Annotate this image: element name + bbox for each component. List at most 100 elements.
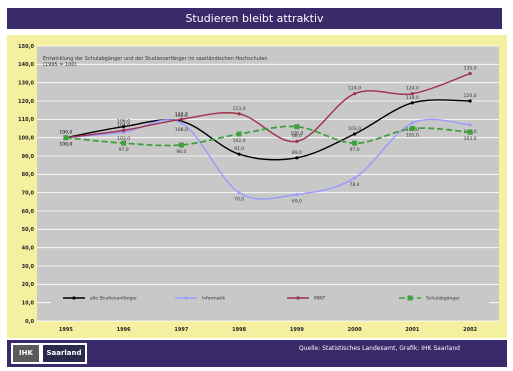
data-label: 119,0 [406, 95, 419, 101]
data-point [353, 132, 357, 136]
data-label: 69,0 [292, 199, 302, 205]
data-point [237, 191, 241, 195]
chart-panel: 0,0 10,0 20,0 30,0 40,0 50,0 60,0 70,0 80,0 90,0 1… [7, 35, 507, 338]
data-label: 97,0 [350, 147, 360, 153]
x-tick-label: 2002 [463, 327, 477, 333]
data-point [295, 139, 299, 143]
y-tick-label: 20,0 [22, 282, 35, 288]
x-tick-label: 1999 [290, 327, 304, 333]
legend-label: MINT [314, 296, 326, 302]
data-label: 103,0 [348, 126, 361, 132]
data-label: 100,0 [59, 130, 72, 136]
data-label: 108,0 [175, 113, 188, 119]
data-label: 100,0 [59, 142, 72, 148]
y-tick-label: 100,0 [18, 135, 34, 141]
data-label: 105,0 [406, 133, 419, 139]
logo-mark: IHK [13, 345, 39, 362]
data-label: 98,0 [292, 133, 302, 139]
source-note: Quelle: Statistisches Landesamt, Grafik:… [299, 345, 460, 352]
data-label: 103,0 [464, 136, 477, 142]
x-tick-label: 1997 [174, 327, 188, 333]
series-line [65, 118, 471, 200]
data-point [237, 152, 241, 156]
y-axis-ticks: 0,0 10,0 20,0 30,0 40,0 50,0 60,0 70,0 80,0 90,0 1… [18, 44, 34, 325]
data-label: 124,0 [348, 86, 361, 92]
data-point [353, 92, 357, 96]
data-label: 106,0 [117, 119, 130, 125]
slide-title: Studieren bleibt attraktiv [7, 8, 502, 29]
series-mint: 100,0 104,0 110,0 113,0 98,0 124,0 124,0 135,0 [59, 66, 477, 143]
chart-note: Entwicklung der Schulabgänger und der St… [43, 56, 267, 62]
y-tick-label: 10,0 [22, 300, 35, 306]
y-tick-label: 90,0 [22, 154, 35, 160]
x-tick-label: 2000 [348, 327, 362, 333]
y-tick-label: 70,0 [22, 190, 35, 196]
series-schulabgaenger: 100,0 97,0 96,0 102,0 106,0 97,0 105,0 103,0 [59, 124, 477, 155]
data-point [410, 92, 414, 96]
data-point [179, 121, 183, 125]
line-chart: 0,0 10,0 20,0 30,0 40,0 50,0 60,0 70,0 80,0 90,0 1… [18, 44, 499, 333]
legend-label: Schulabgänger [426, 296, 460, 302]
y-tick-label: 0,0 [25, 319, 34, 325]
legend-marker [407, 295, 413, 301]
data-point [409, 126, 415, 131]
footer-bar: IHK Saarland Quelle: Statistisches Lande… [7, 340, 507, 367]
y-tick-label: 140,0 [18, 62, 34, 68]
y-tick-label: 150,0 [18, 44, 34, 50]
data-point [237, 112, 241, 116]
data-label: 102,0 [233, 138, 246, 144]
data-point [178, 142, 184, 148]
data-point [122, 125, 126, 129]
y-tick-label: 130,0 [18, 80, 34, 86]
data-point [468, 99, 472, 103]
data-label: 120,0 [464, 93, 477, 99]
data-point [295, 156, 299, 160]
y-tick-label: 110,0 [18, 117, 34, 123]
data-label: 100,0 [59, 142, 72, 148]
y-tick-label: 40,0 [22, 245, 35, 251]
data-label: 100,0 [59, 130, 72, 136]
data-label: 96,0 [176, 149, 186, 155]
data-label: 124,0 [406, 86, 419, 92]
legend-box [51, 290, 489, 305]
data-point [236, 131, 242, 137]
logo-name: Saarland [43, 345, 85, 362]
data-label: 135,0 [464, 66, 477, 72]
data-label: 106,0 [290, 131, 303, 137]
data-label: 89,0 [292, 150, 302, 156]
data-point [352, 140, 358, 146]
data-label: 103,0 [117, 136, 130, 142]
data-point [121, 140, 127, 146]
data-label: 91,0 [234, 146, 244, 152]
data-label: 113,0 [233, 106, 246, 112]
series-alle: 100,0 106,0 108,0 91,0 89,0 103,0 119,0 120,0 [59, 93, 477, 161]
data-label: 110,0 [175, 111, 188, 117]
x-axis-ticks: 1995 1996 1997 1998 1999 2000 2001 2002 [59, 327, 478, 333]
data-label: 104,0 [117, 122, 130, 128]
data-point [122, 128, 126, 132]
data-point [294, 124, 300, 130]
y-tick-label: 120,0 [18, 99, 34, 105]
data-point [467, 129, 473, 135]
plot-area [37, 46, 499, 321]
data-point [468, 123, 472, 127]
legend-marker [72, 296, 76, 300]
ihk-logo-icon: IHK Saarland [11, 343, 87, 364]
x-tick-label: 1995 [59, 327, 73, 333]
legend-marker [184, 296, 188, 300]
legend: alle Studienanfänger Informatik MINT Schula… [51, 290, 489, 305]
data-point [410, 101, 414, 105]
data-label: 70,0 [234, 197, 244, 203]
series-line [65, 99, 471, 161]
y-tick-label: 60,0 [22, 209, 35, 215]
data-label: 78,4 [350, 182, 360, 188]
x-tick-label: 2001 [405, 327, 419, 333]
x-tick-label: 1996 [117, 327, 131, 333]
legend-marker [296, 296, 300, 300]
y-tick-label: 50,0 [22, 227, 35, 233]
data-label: 108,0 [175, 127, 188, 133]
series-line [65, 72, 471, 143]
data-label: 97,0 [119, 147, 129, 153]
